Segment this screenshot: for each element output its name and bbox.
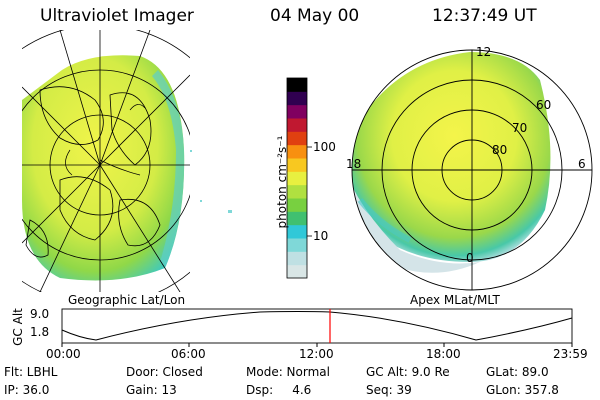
- colorbar: [287, 78, 307, 279]
- lat-label-70: 70: [512, 121, 528, 135]
- altitude-ytick-min: 1.8: [30, 325, 50, 339]
- mlt-label-0: 0: [466, 251, 474, 265]
- status-dsp: Dsp: 4.6: [246, 383, 312, 397]
- altitude-ylabel: GC Alt: [11, 308, 25, 346]
- instrument-title: Ultraviolet Imager: [40, 6, 194, 26]
- colorbar-segment: [287, 184, 307, 199]
- colorbar-unit-label: photon cm⁻²s⁻¹: [275, 135, 289, 229]
- colorbar-segment: [287, 158, 307, 172]
- geographic-image: [22, 30, 190, 292]
- colorbar-segment: [287, 104, 307, 119]
- altitude-xtick-4: 23:59: [553, 347, 588, 361]
- colorbar-segment: [287, 238, 307, 252]
- colorbar-segment: [287, 251, 307, 266]
- apex-label: Apex MLat/MLT: [410, 293, 500, 307]
- status-seq: Seq: 39: [366, 383, 412, 397]
- colorbar-segment: [287, 171, 307, 186]
- status-door: Door: Closed: [126, 365, 203, 379]
- altitude-xtick-1: 06:00: [171, 347, 206, 361]
- mlt-label-12: 12: [476, 45, 492, 59]
- colorbar-tick-10: 10: [313, 229, 329, 243]
- altitude-ytick-max: 9.0: [30, 307, 50, 321]
- colorbar-segment: [287, 118, 307, 132]
- colorbar-segment: [287, 224, 307, 239]
- status-ip: IP: 36.0: [4, 383, 50, 397]
- altitude-curve: [61, 311, 573, 341]
- colorbar-segment: [287, 211, 307, 226]
- lat-label-60: 60: [536, 98, 552, 112]
- aurora-image-left: [22, 55, 185, 281]
- lat-label-80: 80: [492, 143, 508, 157]
- altitude-plot: [61, 308, 573, 347]
- mlt-label-6: 6: [578, 157, 586, 171]
- mlt-label-18: 18: [346, 157, 362, 171]
- colorbar-segment: [287, 131, 307, 146]
- time-label: 12:37:49 UT: [432, 6, 537, 26]
- colorbar-segment: [287, 78, 307, 92]
- status-glon: GLon: 357.8: [486, 383, 559, 397]
- status-gain: Gain: 13: [126, 383, 177, 397]
- aurora-image-right: [352, 52, 551, 262]
- altitude-xtick-2: 12:00: [299, 347, 334, 361]
- colorbar-segment: [287, 264, 307, 279]
- colorbar-segment: [287, 144, 307, 159]
- altitude-xtick-0: 00:00: [46, 347, 81, 361]
- status-glat: GLat: 89.0: [486, 365, 549, 379]
- colorbar-tick-100: 100: [313, 140, 336, 154]
- status-gc-alt: GC Alt: 9.0 Re: [366, 365, 450, 379]
- status-filter: Flt: LBHL: [4, 365, 58, 379]
- colorbar-segment: [287, 91, 307, 106]
- altitude-xtick-3: 18:00: [426, 347, 461, 361]
- geographic-label: Geographic Lat/Lon: [68, 293, 186, 307]
- date-label: 04 May 00: [270, 6, 360, 26]
- colorbar-segment: [287, 198, 307, 212]
- status-mode: Mode: Normal: [246, 365, 330, 379]
